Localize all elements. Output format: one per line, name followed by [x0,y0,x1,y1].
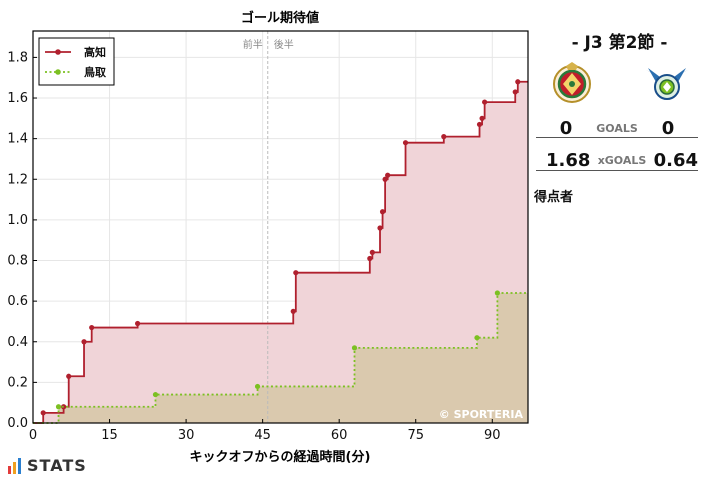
goals-row: 0 GOALS 0 [536,116,698,140]
x-tick-label: 0 [29,428,37,443]
y-tick-label: 1.0 [7,213,28,228]
legend-marker-1 [55,69,61,75]
data-point [367,255,373,262]
y-tick-label: 0.2 [7,375,28,390]
stats-bars-icon [8,457,21,474]
xgoals-label: xGOALS [597,153,647,167]
data-point [441,134,447,140]
y-tick-label: 0.0 [7,416,28,431]
x-tick-label: 75 [407,428,424,443]
second-half-label: 後半 [274,38,294,51]
home-goals: 0 [559,117,573,139]
goals-label: GOALS [596,121,638,135]
scorers-label: 得点者 [534,190,574,205]
data-point [135,320,141,327]
data-point [382,176,388,182]
data-point [377,225,383,231]
xg-chart: ゴール期待値 前半 後半 © SPORTERIA 0 15 30 45 60 75 90 0.0 0.… [7,10,529,465]
tottori-crest-icon [646,68,688,100]
x-axis-label: キックオフからの経過時間(分) [190,449,371,465]
data-point [254,383,261,390]
data-point [290,308,296,314]
data-point [66,373,72,379]
data-point [293,270,299,276]
data-point [351,345,358,351]
y-tick-label: 0.8 [7,254,28,269]
match-summary-panel: - J3 第2節 - 0 GOALS 0 1.68 xGOALS 0.64 得点… [532,0,707,479]
away-goals: 0 [661,117,675,139]
legend-marker-0 [55,49,61,55]
data-point [482,99,488,105]
data-point [515,79,521,85]
x-tick-label: 45 [254,428,271,443]
xgoals-row: 1.68 xGOALS 0.64 [536,148,698,172]
first-half-label: 前半 [243,38,263,51]
y-tick-label: 1.2 [7,172,28,187]
goals-divider [536,137,698,138]
stats-brand-text: STATS [27,456,87,475]
x-tick-label: 90 [484,428,501,443]
data-point [89,324,95,331]
legend-label-0: 高知 [84,45,106,59]
data-point [479,115,485,121]
y-tick-label: 0.6 [7,294,28,309]
y-tick-label: 1.4 [7,132,28,147]
series-area-1 [33,293,528,423]
data-point [369,249,375,255]
y-tick-label: 1.6 [7,91,28,106]
plot-frame [32,30,529,424]
data-point [512,89,518,95]
y-tick-label: 1.8 [7,50,28,65]
data-point [40,410,46,416]
home-xg: 1.68 [546,149,591,171]
data-point [494,290,500,296]
data-point [81,339,87,345]
data-point [474,335,480,341]
legend-label-1: 鳥取 [84,65,106,79]
xg-divider [536,170,698,171]
away-xg: 0.64 [653,149,698,171]
data-point [385,172,391,178]
x-tick-label: 15 [101,428,118,443]
watermark: © SPORTERIA [439,408,524,421]
data-point [379,209,386,215]
stats-logo: STATS [8,456,87,475]
data-point [402,140,409,146]
match-title: - J3 第2節 - [571,33,668,53]
data-point [55,404,62,410]
y-tick-label: 0.4 [7,335,28,350]
x-tick-label: 60 [331,428,348,443]
kochi-crest-icon [553,62,591,103]
series-line-1 [33,292,528,424]
series-area-0 [33,81,528,424]
data-point [152,391,159,398]
x-tick-label: 30 [178,428,195,443]
legend-box [38,37,115,86]
data-point [476,121,483,128]
chart-title: ゴール期待値 [241,10,319,26]
